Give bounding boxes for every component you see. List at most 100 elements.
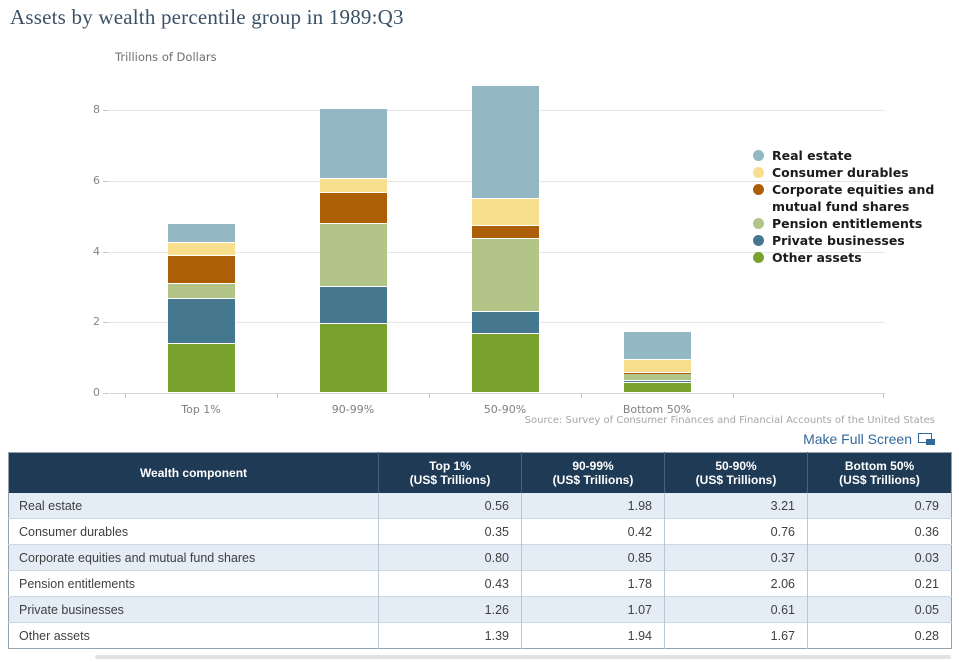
legend-label: Corporate equities and mutual fund share… [772,182,935,214]
value-cell: 0.79 [914,498,939,513]
bar-segment[interactable] [319,223,387,286]
table-header: Wealth component Top 1% (US$ Trillions) 90-… [8,452,952,493]
legend-swatch-icon [753,235,764,246]
value-cell: 1.78 [521,570,665,597]
bar-segment[interactable] [623,360,691,372]
x-axis-category-label: Top 1% [181,403,221,416]
table-row: Consumer durables 0.35 0.42 0.76 0.36 [8,518,952,545]
wealth-component-cell: Real estate [8,493,379,519]
bar-segment[interactable] [319,324,387,392]
value-cell: 0.37 [664,544,808,571]
make-full-screen-link[interactable]: Make Full Screen [803,431,935,447]
table-row: Private businesses 1.26 1.07 0.61 0.05 [8,596,952,623]
value-cell: 0.61 [664,596,808,623]
bar-segment[interactable] [623,373,691,381]
value-cell: 0.43 [378,570,522,597]
y-axis-tick-label: 0 [93,386,100,399]
bar-segment[interactable] [623,383,691,392]
legend-item[interactable]: Real estate [753,147,943,164]
bar-segment[interactable] [167,255,235,284]
make-full-screen-label: Make Full Screen [803,431,912,447]
legend-item[interactable]: Corporate equities and mutual fund share… [753,181,943,215]
value-cell: 0.28 [807,622,952,649]
wealth-component-cell: Corporate equities and mutual fund share… [8,544,379,571]
page-title: Assets by wealth percentile group in 198… [10,5,404,29]
legend-swatch-icon [753,184,764,195]
x-axis-category-label: 50-90% [483,403,527,416]
y-axis-tick-label: 2 [93,315,100,329]
wealth-component-cell: Consumer durables [8,518,379,545]
table-row: Other assets 1.39 1.94 1.67 0.28 [8,622,952,649]
value-cell: 0.36 [807,518,952,545]
legend-label: Other assets [772,250,862,265]
legend-swatch-icon [753,150,764,161]
value-cell: 1.67 [664,622,808,649]
bar-segment[interactable] [471,226,539,239]
bar-segment[interactable] [623,372,691,374]
y-axis-tick-label: 6 [93,173,100,187]
value-cell: 0.56 [378,493,522,519]
x-axis-tick [883,393,884,398]
value-cell: 0.21 [807,570,952,597]
bar-segment[interactable] [471,199,539,226]
value-cell: 2.06 [664,570,808,597]
legend-label: Real estate [772,148,852,163]
value-cell: 0.85 [521,544,665,571]
table-body: Real estate 0.56 1.98 3.21 0.79 Consumer dura… [8,493,952,649]
bar-segment[interactable] [319,286,387,324]
bar-segment[interactable] [167,299,235,343]
value-cell: 0.35 [378,518,522,545]
value-cell: 1.26 [378,596,522,623]
legend-item[interactable]: Consumer durables [753,164,943,181]
value-cell: 0.05 [807,596,952,623]
bar-segment[interactable] [319,193,387,223]
table-header-cell: Wealth component [8,452,379,493]
value-axis-unit-label: Trillions of Dollars [115,50,217,64]
bar-segment[interactable] [319,178,387,193]
legend-item[interactable]: Pension entitlements [753,215,943,232]
legend-swatch-icon [753,252,764,263]
full-screen-icon [918,432,935,446]
bar-segment[interactable] [167,243,235,255]
y-axis-tick-label: 8 [93,103,100,116]
legend-label: Consumer durables [772,165,909,180]
value-cell: 3.21 [664,493,808,519]
x-axis-category-label: 90-99% [331,403,375,416]
value-cell: 0.80 [378,544,522,571]
value-cell: 0.42 [521,518,665,545]
legend-item[interactable]: Private businesses [753,232,943,249]
table-header-cell: Top 1% (US$ Trillions) [378,452,522,493]
bar-segment[interactable] [167,284,235,299]
table-header-cell: 90-99% (US$ Trillions) [521,452,665,493]
bar-segment[interactable] [471,239,539,312]
bar-segment[interactable] [471,312,539,333]
bar-segment[interactable] [471,85,539,199]
x-axis-tick [125,393,126,398]
grid-line [110,393,885,394]
bar-segment[interactable] [167,343,235,392]
bar-segment[interactable] [623,332,691,360]
value-cell: 1.39 [378,622,522,649]
bar-segment[interactable] [319,108,387,178]
legend-label: Private businesses [772,233,905,248]
x-axis-tick [277,393,278,398]
source-note: Source: Survey of Consumer Finances and … [524,415,935,426]
legend-label: Pension entitlements [772,216,923,231]
legend-item[interactable]: Other assets [753,249,943,266]
legend-swatch-icon [753,218,764,229]
horizontal-scrollbar[interactable] [95,655,951,659]
bar-segment[interactable] [471,333,539,392]
wealth-components-table: Wealth component Top 1% (US$ Trillions) 90-… [8,452,952,649]
x-axis-category-label: Bottom 50% [622,403,692,416]
chart-legend: Real estate Consumer durables Corporate eq… [753,147,943,266]
y-axis-tick [103,110,109,111]
table-header-cell: Bottom 50% (US$ Trillions) [807,452,952,493]
wealth-component-cell: Private businesses [8,596,379,623]
table-row: Pension entitlements 0.43 1.78 2.06 0.21 [8,570,952,597]
x-axis-tick [733,393,734,398]
legend-swatch-icon [753,167,764,178]
bar-segment[interactable] [623,381,691,383]
bar-segment[interactable] [167,223,235,243]
wealth-component-cell: Other assets [8,622,379,649]
value-cell: 0.03 [807,544,952,571]
